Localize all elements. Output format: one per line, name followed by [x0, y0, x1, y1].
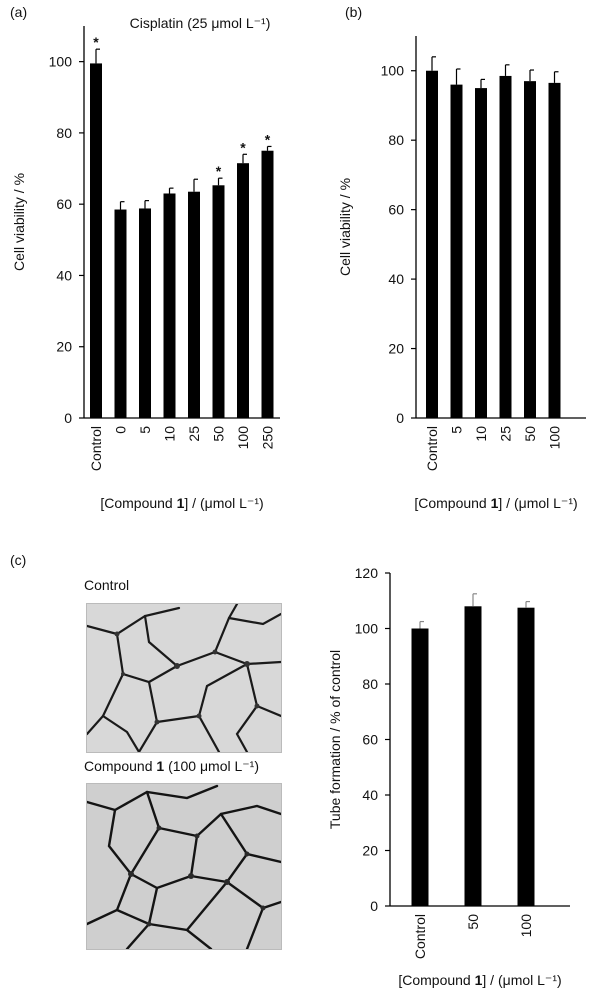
y-tick-label-b-1: 20: [388, 341, 404, 357]
bar-b-0: [426, 70, 438, 419]
bar-a-6: [237, 163, 249, 418]
x-axis-label-prefix-c: [Compound: [398, 972, 474, 988]
x-tick-label-b-3: 25: [498, 426, 514, 442]
x-tick-label-a-6: 100: [235, 426, 251, 450]
y-tick-label-c-4: 80: [362, 676, 378, 692]
x-axis-label-suffix-a: ] / (μmol L⁻¹): [184, 495, 263, 511]
x-axis-label-c: [Compound 1] / (μmol L⁻¹): [398, 972, 561, 988]
y-tick-label-c-2: 40: [362, 787, 378, 803]
bar-b-1: [450, 84, 463, 419]
x-axis-label-bold-a: 1: [177, 495, 185, 511]
significance-star-a-6: *: [240, 139, 246, 155]
y-axis-label-c: Tube formation / % of control: [327, 650, 343, 829]
y-tick-label-c-5: 100: [355, 621, 379, 637]
y-tick-label-a-3: 60: [56, 196, 72, 212]
micrograph-compound: [86, 783, 282, 950]
x-tick-label-a-3: 10: [162, 426, 178, 442]
x-tick-label-b-2: 10: [473, 426, 489, 442]
y-tick-label-a-2: 40: [56, 267, 72, 283]
x-tick-label-c-0: Control: [412, 914, 428, 959]
x-axis-label-suffix-c: ] / (μmol L⁻¹): [482, 972, 561, 988]
bar-b-4: [524, 81, 536, 419]
bar-b-5: [548, 82, 561, 418]
panel-label-c: (c): [10, 552, 27, 568]
y-axis-label-b: Cell viability / %: [337, 178, 353, 276]
bar-b-3: [499, 75, 512, 418]
x-tick-label-b-4: 50: [522, 426, 538, 442]
x-axis-label-bold-c: 1: [475, 972, 483, 988]
y-tick-label-a-0: 0: [64, 410, 72, 426]
bar-c-2: [517, 607, 535, 906]
y-tick-label-a-1: 20: [56, 339, 72, 355]
x-tick-label-b-1: 5: [449, 426, 465, 434]
chart-c: 0 20 40 60 80 100 120 Tube formation / % of con…: [327, 565, 570, 988]
x-tick-label-a-1: 0: [113, 426, 129, 434]
micrograph-control: [86, 603, 282, 753]
bar-a-0: [90, 63, 102, 418]
y-tick-label-b-4: 80: [388, 132, 404, 148]
x-tick-label-c-1: 50: [465, 914, 481, 930]
x-axis-label-suffix-b: ] / (μmol L⁻¹): [498, 495, 577, 511]
bar-a-4: [188, 191, 200, 418]
y-tick-label-c-1: 20: [362, 843, 378, 859]
bar-a-7: [261, 150, 274, 418]
y-tick-label-c-0: 0: [370, 898, 378, 914]
x-tick-label-a-4: 25: [186, 426, 202, 442]
y-tick-label-b-5: 100: [381, 63, 405, 79]
chart-b: 0 20 40 60 80 100 Cell viability / % Control 5 10…: [337, 36, 586, 511]
x-tick-label-a-7: 250: [260, 426, 276, 450]
x-tick-label-b-5: 100: [547, 426, 563, 450]
bar-a-2: [139, 208, 151, 418]
bar-a-5: [212, 185, 225, 418]
significance-star-a-5: *: [216, 163, 222, 179]
y-tick-label-b-3: 60: [388, 202, 404, 218]
photo-caption-compound-bold: 1: [156, 758, 165, 774]
chart-title-a: Cisplatin (25 μmol L⁻¹): [130, 15, 271, 31]
x-tick-label-a-2: 5: [137, 426, 153, 434]
x-axis-label-a: [Compound 1] / (μmol L⁻¹): [100, 495, 263, 511]
x-axis-label-prefix-b: [Compound: [414, 495, 490, 511]
photo-caption-compound-suffix: (100 μmol L⁻¹): [164, 758, 260, 774]
significance-star-a-0: *: [93, 34, 99, 50]
y-tick-label-a-4: 80: [56, 125, 72, 141]
x-axis-label-b: [Compound 1] / (μmol L⁻¹): [414, 495, 577, 511]
y-tick-label-c-6: 120: [355, 565, 379, 581]
panel-label-a: (a): [10, 4, 28, 20]
y-tick-label-c-3: 60: [362, 732, 378, 748]
bar-c-0: [411, 628, 429, 906]
bar-b-2: [475, 88, 487, 418]
panel-label-b: (b): [345, 4, 363, 20]
bar-a-3: [163, 193, 176, 418]
photo-caption-control: Control: [84, 577, 130, 593]
significance-star-a-7: *: [265, 131, 271, 147]
y-axis-label-a: Cell viability / %: [11, 173, 27, 271]
x-tick-label-a-5: 50: [211, 426, 227, 442]
photo-caption-compound-prefix: Compound: [84, 758, 157, 774]
x-tick-label-a-0: Control: [88, 426, 104, 471]
bar-c-1: [464, 606, 482, 906]
bar-a-1: [114, 209, 127, 418]
x-axis-label-bold-b: 1: [491, 495, 499, 511]
photo-caption-compound: Compound 1 (100 μmol L⁻¹): [84, 758, 259, 775]
x-tick-label-c-2: 100: [518, 914, 534, 938]
x-tick-label-b-0: Control: [424, 426, 440, 471]
x-axis-label-prefix-a: [Compound: [100, 495, 176, 511]
y-tick-label-b-0: 0: [396, 410, 404, 426]
y-tick-label-b-2: 40: [388, 271, 404, 287]
y-tick-label-a-5: 100: [49, 54, 73, 70]
